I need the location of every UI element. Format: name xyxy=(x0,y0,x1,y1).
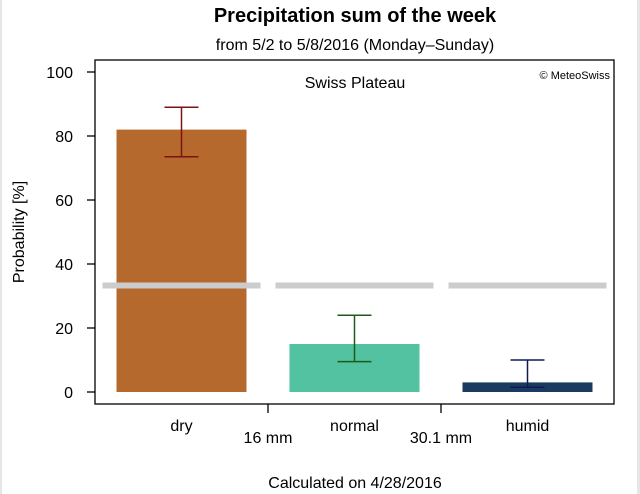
category-label-normal: normal xyxy=(330,418,379,435)
plot-area: 0 20 40 60 80 100 dry normal humid 16 mm 30.1 mm xyxy=(46,59,615,447)
category-label-dry: dry xyxy=(170,418,192,435)
calculation-date: Calculated on 4/28/2016 xyxy=(268,475,442,492)
threshold-label: 16 mm xyxy=(244,430,293,447)
category-label-humid: humid xyxy=(506,418,550,435)
chart-title: Precipitation sum of the week xyxy=(214,5,497,27)
region-label: Swiss Plateau xyxy=(305,75,406,92)
error-bar-normal xyxy=(337,314,372,363)
chart-subtitle: from 5/2 to 5/8/2016 (Monday–Sunday) xyxy=(216,37,494,54)
left-edge-strip xyxy=(0,0,2,494)
right-edge-strip xyxy=(637,0,640,494)
y-axis-label: Probability [%] xyxy=(11,181,28,283)
plot-frame xyxy=(94,59,615,405)
y-tick-label: 80 xyxy=(55,129,73,146)
threshold-label: 30.1 mm xyxy=(410,430,472,447)
y-tick-label: 40 xyxy=(55,257,73,274)
credit-label: © MeteoSwiss xyxy=(540,70,611,82)
y-tick-label: 0 xyxy=(64,385,73,402)
bar-dry xyxy=(116,129,247,392)
error-bar-humid xyxy=(510,359,545,388)
y-tick-label: 100 xyxy=(46,65,73,82)
y-tick-label: 20 xyxy=(55,321,73,338)
error-bar-dry xyxy=(164,106,199,158)
y-tick-label: 60 xyxy=(55,193,73,210)
